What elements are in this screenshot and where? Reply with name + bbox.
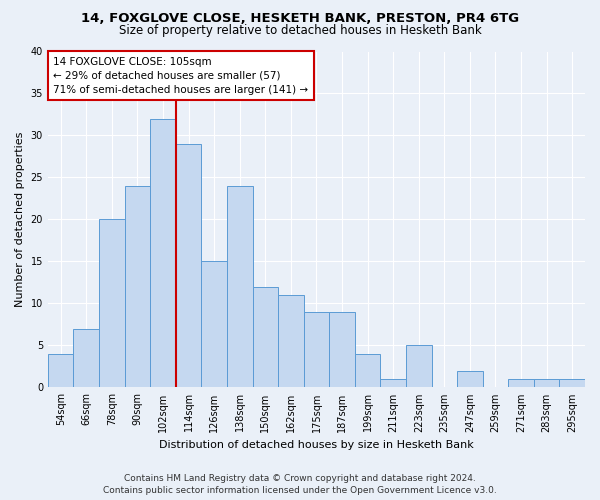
Bar [202, 262, 227, 388]
Bar [380, 379, 406, 388]
Bar [508, 379, 534, 388]
Bar [355, 354, 380, 388]
Bar [559, 379, 585, 388]
Bar [227, 186, 253, 388]
Y-axis label: Number of detached properties: Number of detached properties [15, 132, 25, 307]
Bar [99, 220, 125, 388]
Text: 14 FOXGLOVE CLOSE: 105sqm
← 29% of detached houses are smaller (57)
71% of semi-: 14 FOXGLOVE CLOSE: 105sqm ← 29% of detac… [53, 56, 308, 94]
Bar [329, 312, 355, 388]
Bar [278, 295, 304, 388]
Bar [406, 346, 431, 388]
X-axis label: Distribution of detached houses by size in Hesketh Bank: Distribution of detached houses by size … [159, 440, 474, 450]
Text: 14, FOXGLOVE CLOSE, HESKETH BANK, PRESTON, PR4 6TG: 14, FOXGLOVE CLOSE, HESKETH BANK, PRESTO… [81, 12, 519, 26]
Bar [150, 118, 176, 388]
Text: Contains HM Land Registry data © Crown copyright and database right 2024.
Contai: Contains HM Land Registry data © Crown c… [103, 474, 497, 495]
Bar [253, 286, 278, 388]
Bar [73, 328, 99, 388]
Bar [176, 144, 202, 388]
Bar [457, 370, 482, 388]
Bar [304, 312, 329, 388]
Text: Size of property relative to detached houses in Hesketh Bank: Size of property relative to detached ho… [119, 24, 481, 37]
Bar [48, 354, 73, 388]
Bar [125, 186, 150, 388]
Bar [534, 379, 559, 388]
